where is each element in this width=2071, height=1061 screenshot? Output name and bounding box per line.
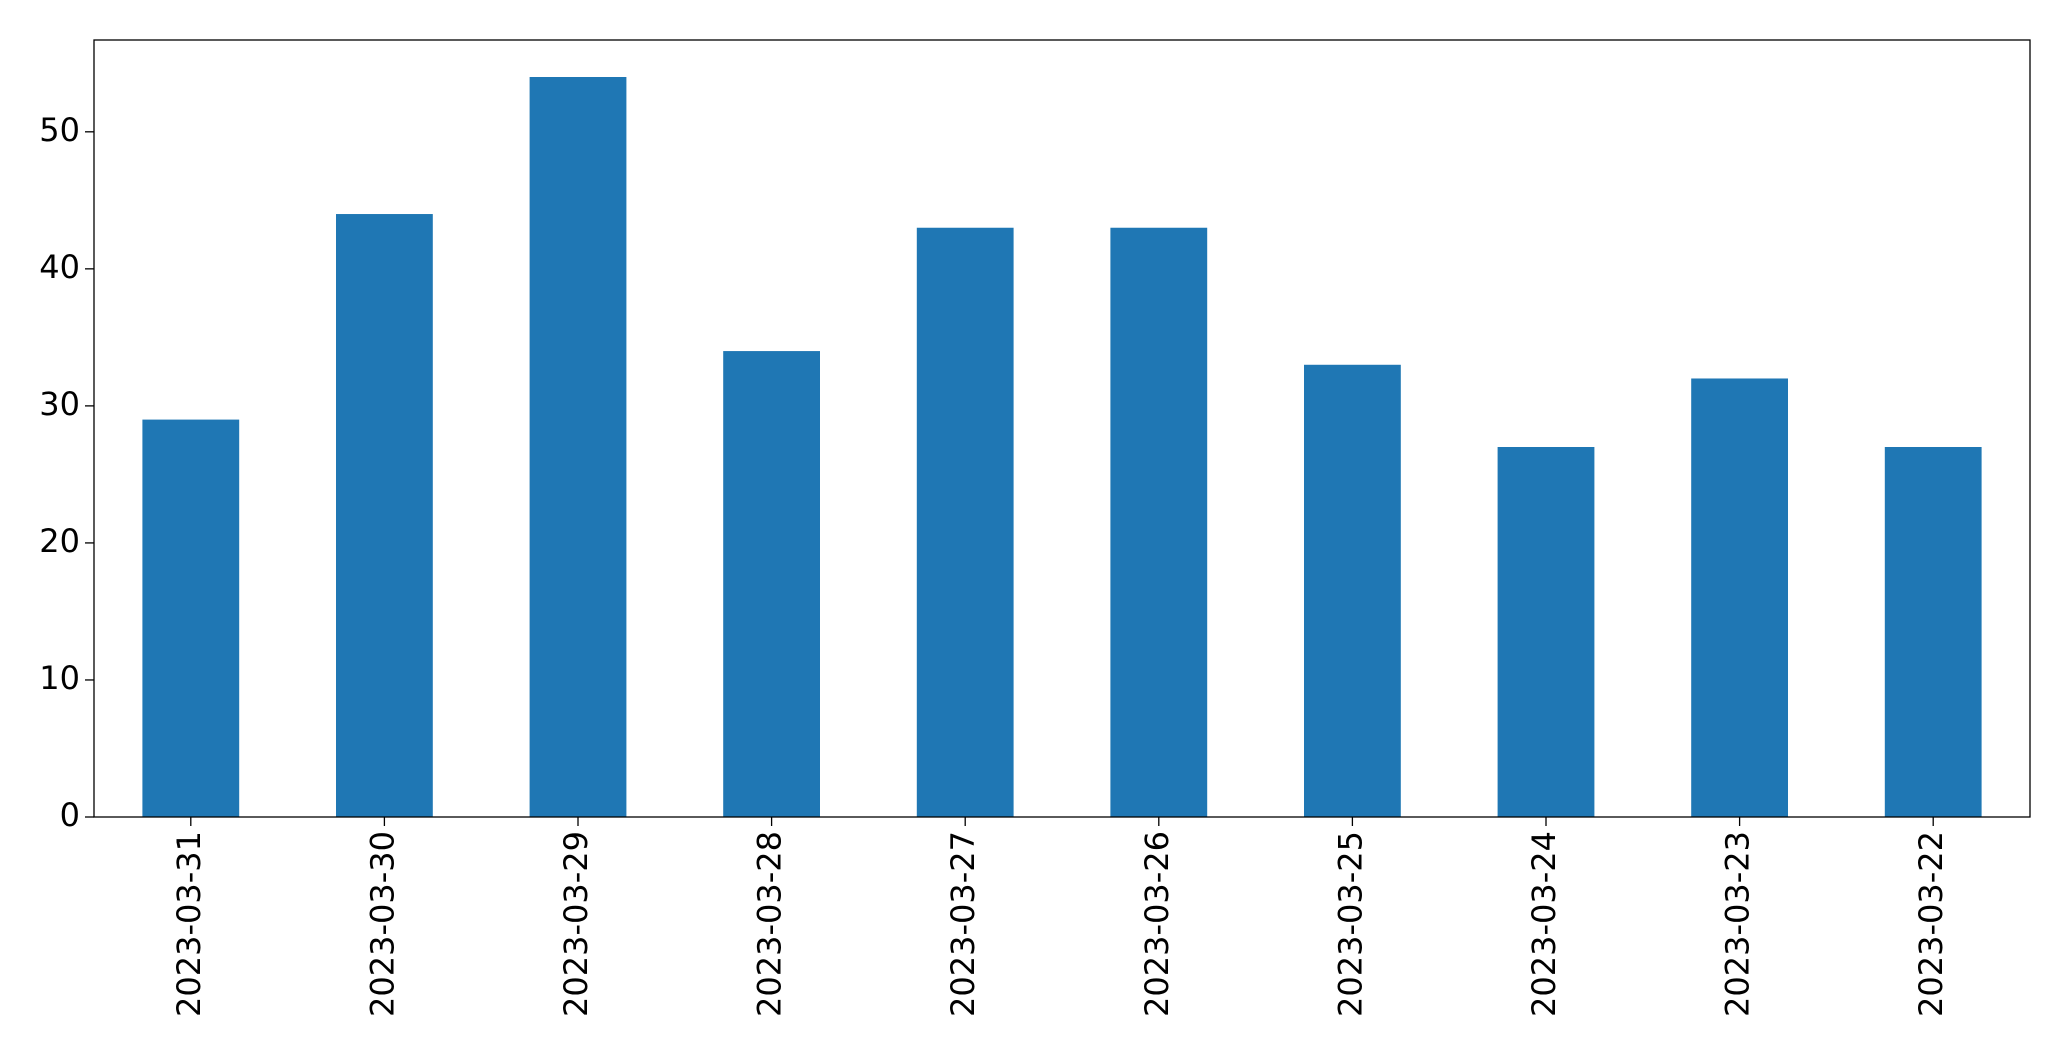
bar <box>336 214 433 817</box>
y-tick-label: 40 <box>39 248 80 286</box>
y-tick-label: 10 <box>39 659 80 697</box>
y-tick-label: 30 <box>39 385 80 423</box>
x-tick-label: 2023-03-23 <box>1719 831 1757 1017</box>
y-tick-label: 20 <box>39 522 80 560</box>
x-tick-label: 2023-03-25 <box>1331 831 1369 1017</box>
x-tick-label: 2023-03-27 <box>944 831 982 1017</box>
bar <box>916 227 1014 818</box>
plot-frame <box>93 39 2031 818</box>
x-tick-label: 2023-03-28 <box>751 831 789 1017</box>
x-tick-label: 2023-03-22 <box>1912 831 1950 1017</box>
x-tick-label: 2023-03-24 <box>1525 831 1563 1017</box>
bar <box>1691 378 1788 817</box>
y-tick-label: 50 <box>39 111 80 149</box>
x-tick-label: 2023-03-31 <box>170 831 208 1017</box>
y-tick-label: 0 <box>60 796 80 834</box>
x-tick-label: 2023-03-30 <box>363 831 401 1017</box>
bar <box>1110 227 1208 818</box>
bar <box>1497 447 1595 817</box>
bar <box>1884 447 1982 817</box>
bar <box>529 77 627 817</box>
x-tick-label: 2023-03-29 <box>557 831 595 1017</box>
bar <box>142 419 240 817</box>
bar <box>1304 364 1401 817</box>
bar <box>723 351 820 817</box>
x-tick-label: 2023-03-26 <box>1138 831 1176 1017</box>
